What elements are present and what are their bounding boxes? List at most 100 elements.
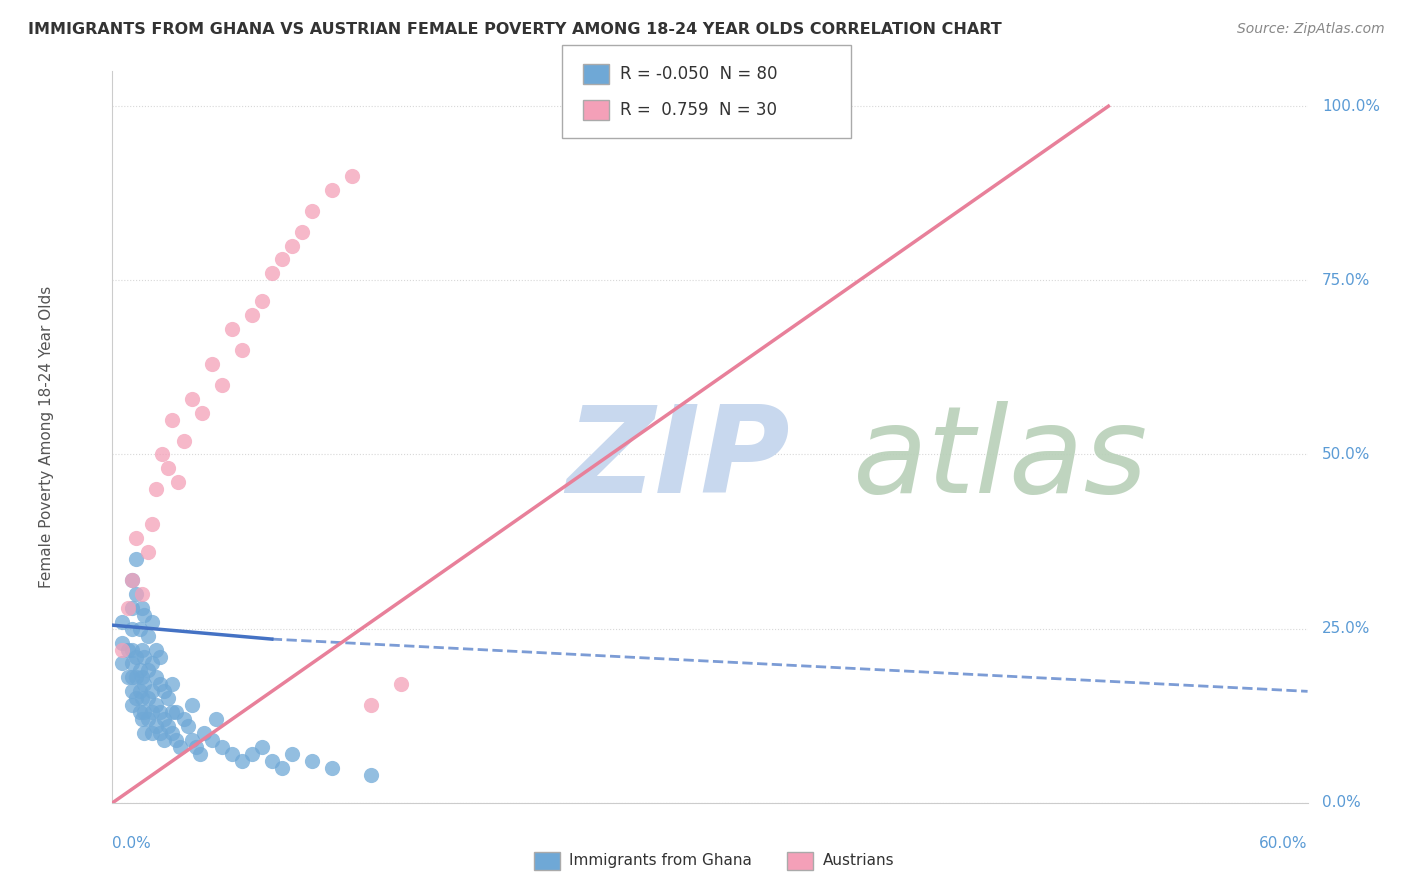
Point <box>186 740 208 755</box>
Point <box>231 343 253 357</box>
Point <box>121 622 143 636</box>
Point <box>167 475 190 490</box>
Point <box>281 238 304 252</box>
Point <box>221 322 243 336</box>
Point <box>125 587 148 601</box>
Text: 50.0%: 50.0% <box>1322 447 1371 462</box>
Point <box>141 684 163 698</box>
Point <box>153 712 176 726</box>
Point <box>270 761 292 775</box>
Point <box>131 670 153 684</box>
Point <box>149 677 172 691</box>
Point <box>125 670 148 684</box>
Point <box>153 684 176 698</box>
Point <box>231 754 253 768</box>
Point <box>150 448 173 462</box>
Text: 60.0%: 60.0% <box>1260 836 1308 851</box>
Text: Source: ZipAtlas.com: Source: ZipAtlas.com <box>1237 22 1385 37</box>
Point <box>221 747 243 761</box>
Point <box>145 698 167 713</box>
Point <box>162 412 183 426</box>
Point <box>193 726 215 740</box>
Point <box>111 635 134 649</box>
Point <box>134 607 156 622</box>
Text: Austrians: Austrians <box>823 854 894 868</box>
Point <box>389 677 412 691</box>
Point <box>250 294 273 309</box>
Point <box>117 670 139 684</box>
Point <box>281 747 304 761</box>
Point <box>169 740 191 755</box>
Point <box>138 545 160 559</box>
Point <box>129 664 152 678</box>
Point <box>211 740 233 755</box>
Point <box>301 203 323 218</box>
Point <box>121 684 143 698</box>
Point <box>173 712 195 726</box>
Point <box>157 719 180 733</box>
Point <box>141 726 163 740</box>
Point <box>240 308 263 322</box>
Text: R = -0.050  N = 80: R = -0.050 N = 80 <box>620 65 778 83</box>
Point <box>340 169 363 183</box>
Point <box>141 657 163 671</box>
Point <box>138 664 160 678</box>
Point <box>145 642 167 657</box>
Point <box>181 698 204 713</box>
Text: Immigrants from Ghana: Immigrants from Ghana <box>569 854 752 868</box>
Point <box>201 733 224 747</box>
Point <box>177 719 200 733</box>
Point <box>125 552 148 566</box>
Point <box>191 406 214 420</box>
Point <box>141 615 163 629</box>
Point <box>260 266 283 280</box>
Point <box>125 649 148 664</box>
Point <box>260 754 283 768</box>
Point <box>291 225 314 239</box>
Point <box>125 531 148 545</box>
Point <box>131 600 153 615</box>
Point <box>162 677 183 691</box>
Point <box>149 726 172 740</box>
Point <box>125 691 148 706</box>
Point <box>211 377 233 392</box>
Point <box>162 705 183 719</box>
Point <box>301 754 323 768</box>
Point <box>173 434 195 448</box>
Point <box>129 684 152 698</box>
Point <box>121 573 143 587</box>
Point <box>145 483 167 497</box>
Point <box>141 705 163 719</box>
Point <box>153 733 176 747</box>
Point <box>360 698 382 713</box>
Point <box>121 573 143 587</box>
Point <box>321 761 343 775</box>
Point <box>131 642 153 657</box>
Point <box>181 733 204 747</box>
Text: Female Poverty Among 18-24 Year Olds: Female Poverty Among 18-24 Year Olds <box>39 286 55 588</box>
Text: R =  0.759  N = 30: R = 0.759 N = 30 <box>620 101 778 119</box>
Point <box>162 726 183 740</box>
Text: IMMIGRANTS FROM GHANA VS AUSTRIAN FEMALE POVERTY AMONG 18-24 YEAR OLDS CORRELATI: IMMIGRANTS FROM GHANA VS AUSTRIAN FEMALE… <box>28 22 1002 37</box>
Point <box>111 657 134 671</box>
Text: 100.0%: 100.0% <box>1322 99 1379 113</box>
Point <box>129 705 152 719</box>
Point <box>134 677 156 691</box>
Point <box>157 461 180 475</box>
Point <box>129 622 152 636</box>
Point <box>181 392 204 406</box>
Point <box>131 691 153 706</box>
Point <box>188 747 211 761</box>
Text: 0.0%: 0.0% <box>1322 796 1361 810</box>
Point <box>149 705 172 719</box>
Text: atlas: atlas <box>853 401 1149 517</box>
Point <box>131 587 153 601</box>
Point <box>205 712 228 726</box>
Point <box>149 649 172 664</box>
Point <box>117 600 139 615</box>
Text: ZIP: ZIP <box>567 401 790 517</box>
Point <box>240 747 263 761</box>
Point <box>157 691 180 706</box>
Point <box>321 183 343 197</box>
Point <box>121 657 143 671</box>
